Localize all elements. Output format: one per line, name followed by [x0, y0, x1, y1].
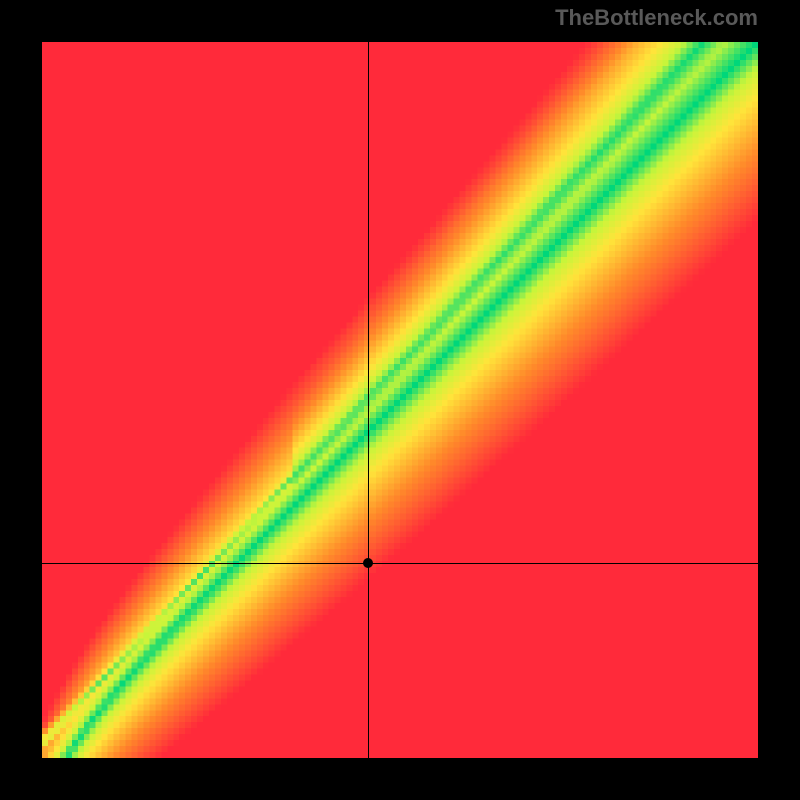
plot-area — [42, 42, 758, 758]
marker-dot — [363, 558, 373, 568]
crosshair-horizontal — [42, 563, 758, 564]
crosshair-vertical — [368, 42, 369, 758]
watermark-text: TheBottleneck.com — [555, 5, 758, 31]
bottleneck-heatmap — [42, 42, 758, 758]
